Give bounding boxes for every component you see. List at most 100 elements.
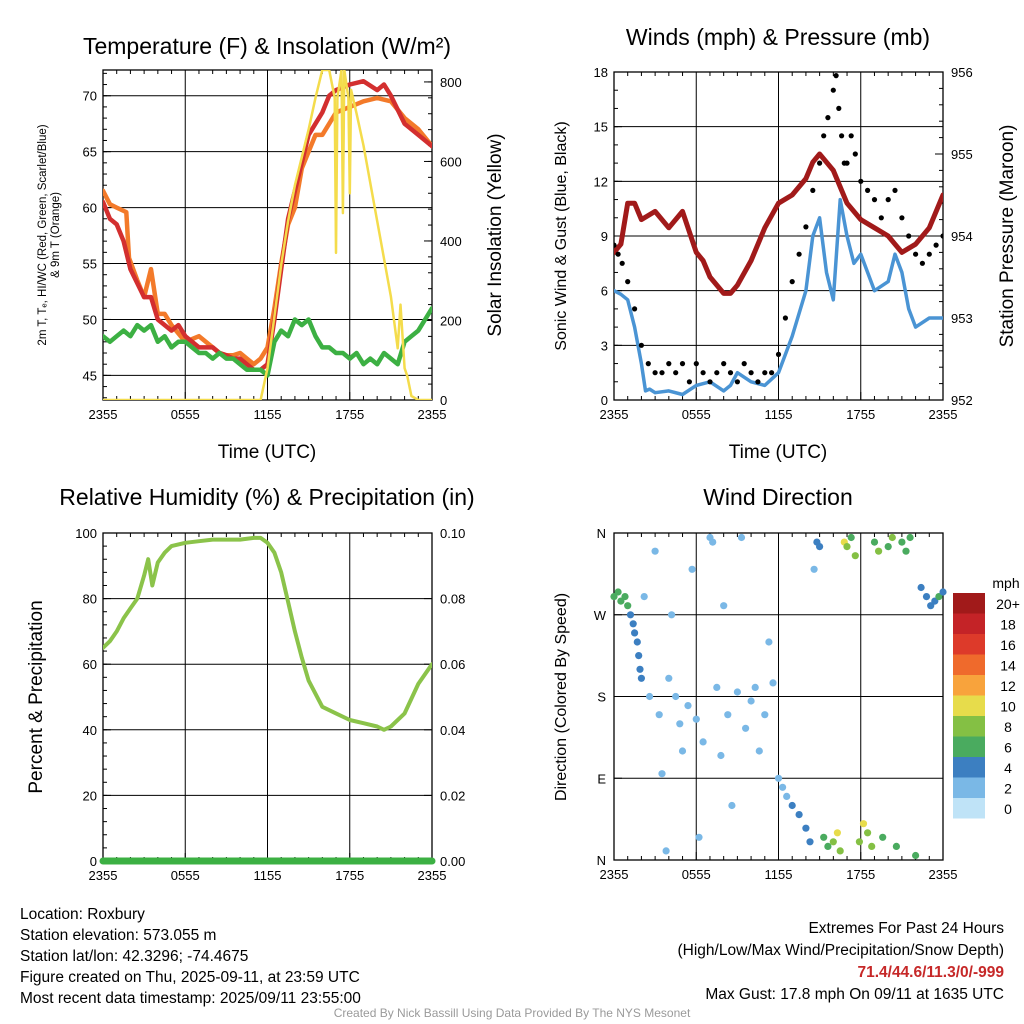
- gust-point: [659, 370, 665, 376]
- direction-point: [676, 720, 684, 728]
- y-tick-label: W: [594, 608, 607, 623]
- direction-point: [688, 565, 696, 573]
- y-tick-label: 40: [83, 723, 97, 738]
- direction-point: [851, 552, 859, 560]
- direction-point: [779, 783, 787, 791]
- x-tick-label: 1755: [335, 407, 364, 422]
- y-tick-label: N: [597, 853, 606, 868]
- direction-point: [737, 533, 746, 542]
- x-tick-label: 1755: [335, 868, 364, 883]
- direction-point: [684, 702, 692, 710]
- direction-point: [751, 683, 759, 692]
- direction-point: [783, 792, 791, 801]
- gust-point: [700, 370, 706, 376]
- direction-point: [935, 593, 943, 601]
- direction-point: [626, 611, 635, 619]
- direction-point: [646, 692, 654, 701]
- direction-point: [631, 629, 639, 637]
- y-tick-label: 60: [83, 657, 97, 672]
- gust-point: [913, 251, 919, 257]
- colorbar-swatch: [953, 593, 985, 614]
- credit-line: Created By Nick Bassill Using Data Provi…: [333, 1006, 691, 1020]
- gust-point: [833, 73, 839, 79]
- station-elevation: Station elevation: 573.055 m: [20, 927, 217, 944]
- humidity-precipitation-chart: 2355 0555 1155 1755 23550204060801000.000.02…: [26, 484, 475, 883]
- temperature-insolation-chart: 2355 0555 1155 1755 2355 45 50 55 60 65 70 0 200 400 6…: [37, 33, 506, 463]
- x-tick-label: 2355: [600, 407, 629, 422]
- x-tick-label: 0555: [171, 407, 200, 422]
- gust-point: [652, 370, 658, 376]
- direction-point: [651, 547, 659, 555]
- gust-point: [679, 361, 686, 367]
- direction-point: [728, 801, 736, 810]
- y-tick-label: 70: [83, 89, 97, 104]
- direction-point: [637, 674, 646, 682]
- direction-point: [636, 665, 644, 673]
- y-tick-label: 100: [75, 526, 97, 541]
- direction-point: [820, 833, 828, 841]
- gust-point: [769, 370, 775, 376]
- y-tick-label: 15: [594, 120, 608, 135]
- y-axis-label: Direction (Colored By Speed): [553, 593, 570, 801]
- temperature-series-group: [103, 70, 432, 400]
- x-tick-label: 2355: [89, 868, 118, 883]
- direction-point: [892, 842, 901, 851]
- y-tick-label: 60: [83, 201, 97, 216]
- direction-point: [614, 588, 622, 596]
- x-tick-label: 1155: [765, 867, 793, 882]
- direction-point: [655, 711, 663, 719]
- series-9m-temp-line: [103, 95, 432, 367]
- colorbar-swatch: [953, 613, 985, 634]
- direction-point: [761, 711, 769, 719]
- direction-point: [795, 811, 803, 819]
- colorbar-label: 8: [1004, 719, 1012, 735]
- station-latlon: Station lat/lon: 42.3296; -74.4675: [20, 948, 249, 965]
- direction-point: [755, 747, 763, 755]
- series-solar-line: [103, 70, 432, 400]
- colorbar-label: 0: [1004, 801, 1012, 817]
- direction-point: [902, 547, 910, 555]
- colorbar-swatch: [953, 675, 985, 696]
- y-tick-label: 65: [83, 145, 97, 160]
- plot-frame: [102, 69, 433, 401]
- x-tick-label: 2355: [600, 867, 629, 882]
- direction-point: [724, 711, 732, 719]
- gust-point: [789, 279, 795, 285]
- x-tick-label: 1155: [254, 868, 282, 883]
- x-tick-label: 2355: [418, 407, 447, 422]
- extremes-subtitle: (High/Low/Max Wind/Precipitation/Snow De…: [677, 942, 1005, 959]
- wind-series-group: [614, 73, 943, 397]
- colorbar-label: 6: [1004, 740, 1012, 756]
- gust-point: [825, 115, 831, 121]
- x-tick-label: 0555: [682, 407, 711, 422]
- colorbar-swatch: [953, 716, 985, 737]
- gust-point: [803, 224, 809, 230]
- colorbar-label: 12: [1000, 678, 1016, 694]
- y-axis-label: Percent & Precipitation: [26, 600, 47, 793]
- gust-point: [615, 251, 621, 257]
- direction-point: [621, 593, 629, 601]
- gust-point: [625, 279, 631, 285]
- series-rh-line: [103, 535, 432, 732]
- direction-point: [824, 842, 832, 851]
- y-tick-label: 80: [83, 592, 97, 607]
- direction-point: [875, 547, 883, 555]
- x-tick-label: 1155: [765, 407, 793, 422]
- direction-point: [672, 692, 680, 701]
- gust-point: [632, 306, 638, 312]
- direction-point: [847, 533, 855, 542]
- y-tick-label: 12: [594, 174, 608, 189]
- gust-point: [821, 133, 827, 139]
- gust-point: [836, 105, 842, 111]
- y2-tick-label: 800: [440, 75, 462, 90]
- y2-tick-label: 200: [440, 313, 462, 328]
- y-tick-label: N: [597, 526, 606, 541]
- gust-point: [810, 187, 816, 193]
- gust-point: [693, 361, 699, 367]
- gust-point: [871, 197, 878, 203]
- direction-point: [859, 820, 868, 828]
- chart-title: Relative Humidity (%) & Precipitation (i…: [59, 484, 474, 510]
- gust-point: [844, 160, 850, 166]
- y2-tick-label: 0.00: [440, 854, 465, 869]
